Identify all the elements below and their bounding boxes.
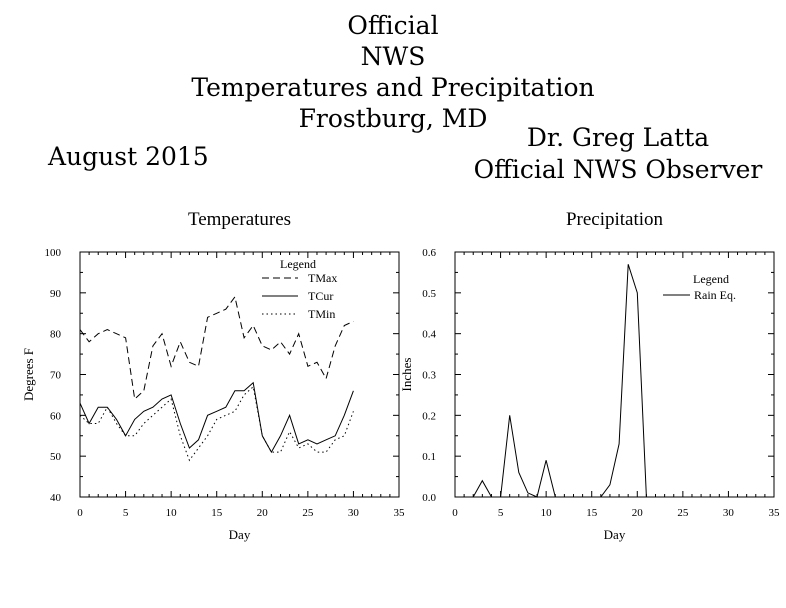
precip-x-tick-label: 15 bbox=[586, 507, 598, 519]
temp-series-line-2 bbox=[79, 385, 354, 462]
temp-y-tick-label: 50 bbox=[50, 451, 62, 463]
temp-legend-label-2: TMin bbox=[308, 307, 335, 321]
temp-chart-title: Temperatures bbox=[188, 209, 291, 230]
temp-x-tick-label: 20 bbox=[257, 507, 269, 519]
temp-y-tick-label: 100 bbox=[45, 247, 62, 259]
observer-name: Dr. Greg Latta bbox=[526, 123, 710, 152]
temp-y-tick-label: 40 bbox=[50, 492, 62, 504]
precip-y-tick-label: 0.0 bbox=[422, 492, 436, 504]
temp-y-tick-label: 60 bbox=[50, 410, 62, 422]
temp-x-tick-label: 30 bbox=[348, 507, 360, 519]
precip-y-tick-label: 0.4 bbox=[422, 329, 436, 341]
temp-x-tick-label: 15 bbox=[211, 507, 223, 519]
precip-x-tick-label: 30 bbox=[723, 507, 735, 519]
temp-x-axis-label: Day bbox=[229, 527, 251, 542]
precip-legend-label-0: Rain Eq. bbox=[694, 288, 736, 302]
precip-x-tick-label: 0 bbox=[452, 507, 458, 519]
precip-y-tick-label: 0.3 bbox=[422, 370, 436, 382]
title-line-1: Official bbox=[347, 11, 439, 40]
temp-y-tick-label: 90 bbox=[50, 288, 62, 300]
precip-x-tick-label: 35 bbox=[769, 507, 781, 519]
precip-x-axis-label: Day bbox=[604, 527, 626, 542]
title-line-3: Temperatures and Precipitation bbox=[191, 73, 595, 102]
title-line-2: NWS bbox=[360, 42, 426, 71]
temp-y-tick-label: 80 bbox=[50, 329, 62, 341]
title-block: Official NWS Temperatures and Precipitat… bbox=[0, 10, 786, 134]
precip-y-tick-label: 0.1 bbox=[422, 451, 436, 463]
precip-x-tick-label: 5 bbox=[498, 507, 504, 519]
temp-plot-frame bbox=[79, 251, 400, 498]
temp-legend-title: Legend bbox=[280, 257, 316, 271]
precip-series-line-0 bbox=[455, 264, 729, 498]
temp-x-tick-label: 0 bbox=[77, 507, 83, 519]
precip-y-axis-label: Inches bbox=[399, 358, 414, 392]
precip-chart-title: Precipitation bbox=[566, 209, 664, 230]
temp-x-tick-label: 10 bbox=[166, 507, 178, 519]
temp-y-axis-label: Degrees F bbox=[21, 348, 36, 401]
precip-y-tick-label: 0.6 bbox=[422, 247, 436, 259]
temp-series-line-1 bbox=[79, 381, 354, 454]
temp-legend-label-1: TCur bbox=[308, 289, 333, 303]
precip-x-tick-label: 25 bbox=[677, 507, 689, 519]
precip-x-tick-label: 20 bbox=[632, 507, 644, 519]
temp-chart: Temperatures 40 50 60 70 80 90 100 0 5 10 15 20 25 30 3… bbox=[21, 209, 405, 542]
title-line-4: Frostburg, MD bbox=[298, 104, 488, 133]
precip-x-tick-label: 10 bbox=[541, 507, 553, 519]
precip-legend-title: Legend bbox=[693, 272, 729, 286]
temp-y-tick-label: 70 bbox=[50, 370, 62, 382]
precip-y-tick-label: 0.2 bbox=[422, 410, 436, 422]
observer-title: Official NWS Observer bbox=[473, 155, 763, 184]
temp-x-tick-label: 35 bbox=[394, 507, 406, 519]
temp-legend-label-0: TMax bbox=[308, 271, 337, 285]
temp-x-tick-label: 5 bbox=[123, 507, 129, 519]
observer-block: Dr. Greg Latta Official NWS Observer bbox=[470, 122, 766, 186]
temp-series-line-0 bbox=[79, 295, 354, 400]
precip-chart: Precipitation 0.0 0.1 0.2 0.3 0.4 0.5 0.6 0 5 10 15… bbox=[399, 209, 780, 542]
precip-y-tick-label: 0.5 bbox=[422, 288, 436, 300]
temp-x-tick-label: 25 bbox=[302, 507, 314, 519]
report-date: August 2015 bbox=[48, 142, 209, 171]
